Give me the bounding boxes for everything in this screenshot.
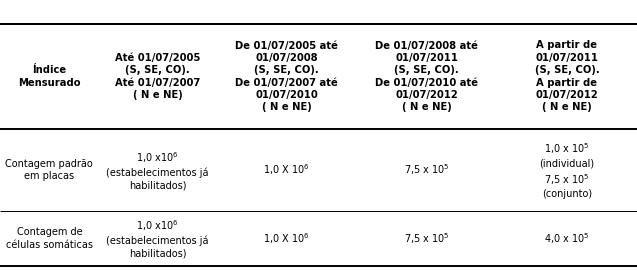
Text: 1,0 X 10$^{6}$: 1,0 X 10$^{6}$	[263, 231, 310, 246]
Text: Contagem de
células somáticas: Contagem de células somáticas	[6, 227, 93, 250]
Text: De 01/07/2008 até
01/07/2011
(S, SE, CO).
De 01/07/2010 até
01/07/2012
( N e NE): De 01/07/2008 até 01/07/2011 (S, SE, CO)…	[375, 40, 478, 113]
Text: 1,0 x10$^{6}$
(estabelecimentos já
habilitados): 1,0 x10$^{6}$ (estabelecimentos já habil…	[106, 150, 209, 190]
Text: A partir de
01/07/2011
(S, SE, CO).
A partir de
01/07/2012
( N e NE): A partir de 01/07/2011 (S, SE, CO). A pa…	[534, 40, 599, 113]
Text: 1,0 x10$^{6}$
(estabelecimentos já
habilitados): 1,0 x10$^{6}$ (estabelecimentos já habil…	[106, 218, 209, 259]
Text: 7,5 x 10$^{5}$: 7,5 x 10$^{5}$	[404, 231, 450, 246]
Text: 4,0 x 10$^{5}$: 4,0 x 10$^{5}$	[544, 231, 590, 246]
Text: 1,0 x 10$^{5}$
(individual)
7,5 x 10$^{5}$
(conjunto): 1,0 x 10$^{5}$ (individual) 7,5 x 10$^{5…	[540, 141, 594, 199]
Text: 7,5 x 10$^{5}$: 7,5 x 10$^{5}$	[404, 163, 450, 177]
Text: Contagem padrão
em placas: Contagem padrão em placas	[6, 159, 93, 181]
Text: De 01/07/2005 até
01/07/2008
(S, SE, CO).
De 01/07/2007 até
01/07/2010
( N e NE): De 01/07/2005 até 01/07/2008 (S, SE, CO)…	[235, 40, 338, 113]
Text: Até 01/07/2005
(S, SE, CO).
Até 01/07/2007
( N e NE): Até 01/07/2005 (S, SE, CO). Até 01/07/20…	[115, 53, 201, 100]
Text: 1,0 X 10$^{6}$: 1,0 X 10$^{6}$	[263, 163, 310, 177]
Text: Índice
Mensurado: Índice Mensurado	[18, 65, 81, 88]
